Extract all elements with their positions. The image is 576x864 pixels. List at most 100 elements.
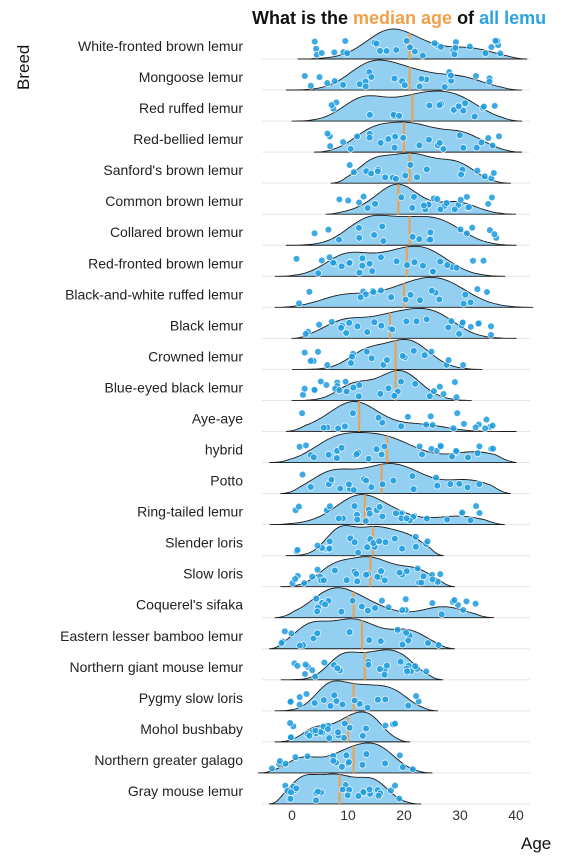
data-point [467, 323, 475, 331]
data-point [310, 37, 319, 46]
data-point [418, 51, 427, 60]
data-point [397, 422, 405, 431]
data-point [291, 575, 299, 583]
data-point [434, 641, 443, 649]
data-point [305, 732, 314, 740]
data-point [430, 387, 438, 395]
data-point [359, 788, 368, 796]
data-point [367, 73, 376, 81]
data-point [345, 724, 354, 732]
ridge-7 [274, 245, 506, 278]
data-point [435, 139, 444, 147]
ridge-4 [330, 152, 511, 184]
data-point [355, 700, 364, 708]
data-point [312, 594, 320, 603]
data-point [491, 37, 500, 45]
data-point [409, 485, 418, 493]
data-point [377, 286, 385, 295]
breed-label: Collared brown lemur [110, 224, 243, 240]
data-point [415, 141, 424, 150]
data-point [310, 699, 319, 707]
data-point [293, 662, 302, 670]
data-point [406, 291, 415, 299]
data-point [335, 386, 344, 394]
data-point [466, 42, 474, 51]
data-point [345, 758, 353, 766]
data-point [361, 82, 370, 91]
density-area [325, 183, 516, 215]
ridge-20 [280, 649, 444, 681]
data-point [295, 502, 303, 511]
data-point [364, 606, 372, 615]
data-point [381, 576, 389, 585]
ridge-13 [269, 432, 517, 463]
breed-label: Eastern lesser bamboo lemur [60, 628, 243, 644]
data-point [345, 161, 354, 169]
data-point [372, 39, 381, 48]
data-point [319, 423, 328, 432]
data-point [330, 691, 339, 699]
data-point [459, 144, 468, 152]
data-point [439, 145, 448, 153]
data-point [459, 361, 467, 369]
data-point [348, 596, 357, 605]
x-tick-label: 0 [288, 807, 296, 823]
breed-label: Blue-eyed black lemur [104, 379, 243, 395]
data-point [495, 132, 503, 141]
data-point [453, 409, 461, 417]
data-point [344, 196, 352, 205]
data-point [437, 442, 445, 450]
data-point [433, 195, 442, 203]
title-part-1: What is the [252, 8, 354, 28]
data-point [442, 199, 451, 207]
data-point [268, 764, 276, 773]
data-point [488, 421, 497, 430]
data-point [325, 537, 334, 546]
data-point [323, 129, 332, 138]
data-point [300, 384, 309, 393]
data-point [410, 193, 418, 201]
data-point [404, 413, 412, 421]
data-point [320, 576, 328, 585]
data-point [458, 318, 467, 327]
data-point [305, 288, 314, 296]
data-point [397, 377, 405, 386]
data-point [348, 352, 356, 361]
data-point [376, 637, 385, 645]
data-point [412, 692, 420, 700]
data-point [286, 719, 294, 727]
data-point [395, 112, 403, 120]
data-point [448, 452, 456, 461]
data-point [356, 293, 365, 302]
data-point [325, 734, 333, 742]
data-point [349, 409, 357, 417]
data-point [298, 409, 306, 417]
data-point [450, 205, 459, 214]
breed-label: Slow loris [183, 566, 243, 582]
data-point [484, 134, 493, 142]
breed-label: Black-and-white ruffed lemur [65, 286, 243, 302]
data-point [369, 288, 378, 296]
data-point [489, 444, 497, 453]
density-area [292, 338, 483, 370]
breed-label: Pygmy slow loris [139, 690, 243, 706]
data-point [342, 329, 350, 337]
data-point [480, 172, 489, 181]
data-point [401, 81, 409, 89]
data-point [472, 502, 480, 510]
data-point [342, 576, 351, 584]
data-point [444, 323, 453, 332]
data-point [306, 483, 315, 491]
data-point [362, 517, 370, 525]
data-point [466, 516, 475, 525]
data-point [301, 330, 310, 338]
breed-label: Red ruffed lemur [139, 100, 243, 116]
ridge-19 [269, 618, 455, 650]
ridge-11 [291, 369, 472, 402]
data-point [350, 538, 359, 546]
data-point [326, 702, 335, 710]
data-point [372, 445, 381, 453]
breed-label: Slender loris [165, 535, 243, 551]
data-point [406, 43, 414, 52]
data-point [317, 49, 326, 57]
